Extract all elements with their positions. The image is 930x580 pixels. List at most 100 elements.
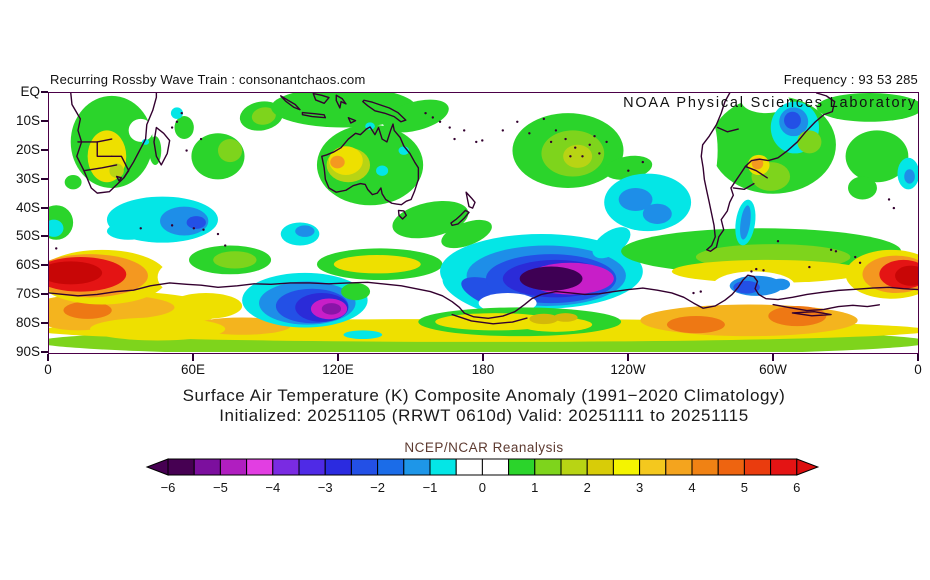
- lon-tick: [772, 354, 774, 361]
- coast-new_guinea: [362, 99, 407, 123]
- coast-nz_south: [450, 209, 470, 227]
- colorbar-cell: [612, 458, 641, 476]
- lon-tick: [47, 354, 49, 361]
- colorbar-cell: [717, 458, 745, 476]
- map-plot-area: [48, 92, 919, 354]
- lon-tick: [627, 354, 629, 361]
- colorbar-tick-5: 5: [741, 480, 748, 495]
- lat-label-20S: 20S: [15, 141, 40, 157]
- colorbar-tick--2: −2: [370, 480, 385, 495]
- colorbar-tick-4: 4: [688, 480, 695, 495]
- coast-africa_border2: [96, 141, 113, 158]
- lon-label-0-6: 0: [914, 362, 922, 377]
- lat-tick: [41, 177, 48, 180]
- lon-label-60W-5: 60W: [759, 362, 787, 377]
- coast-antarctica: [49, 274, 918, 320]
- lat-label-80S: 80S: [15, 315, 40, 331]
- colorbar-cell: [219, 458, 248, 476]
- lat-label-90S: 90S: [15, 344, 40, 359]
- coast-borneo: [312, 93, 330, 105]
- coast-weddell_inner: [772, 303, 881, 312]
- colorbar-tick--6: −6: [161, 480, 176, 495]
- lat-label-50S: 50S: [15, 228, 40, 244]
- colorbar-cell: [298, 458, 326, 476]
- reanalysis-label: NCEP/NCAR Reanalysis: [404, 440, 564, 455]
- coast-tasmania: [397, 209, 407, 220]
- lat-tick: [41, 148, 48, 151]
- coast-sa_border3: [716, 126, 739, 133]
- colorbar-tick-1: 1: [531, 480, 538, 495]
- colorbar-tick-2: 2: [584, 480, 591, 495]
- coast-sulawesi: [335, 94, 347, 109]
- colorbar-left-arrow: [145, 458, 169, 476]
- lat-tick: [41, 206, 48, 209]
- colorbar-tick--4: −4: [265, 480, 280, 495]
- colorbar-cell: [455, 458, 483, 476]
- coast-weddell_loop: [791, 311, 832, 317]
- lat-tick: [41, 119, 48, 122]
- coast-java: [301, 111, 327, 119]
- coast-australia: [321, 123, 420, 206]
- lat-label-30S: 30S: [15, 170, 40, 186]
- lon-tick: [337, 354, 339, 361]
- coast-africa: [70, 93, 158, 194]
- coast-sumatra: [280, 95, 301, 111]
- colorbar-cell: [377, 458, 405, 476]
- anomaly-map: [49, 93, 918, 352]
- colorbar-cell: [481, 458, 510, 476]
- lon-label-120E-2: 120E: [322, 362, 354, 377]
- lat-label-70S: 70S: [15, 286, 40, 302]
- lon-label-60E-1: 60E: [180, 362, 206, 377]
- colorbar-tick--3: −3: [318, 480, 333, 495]
- colorbar-cell: [560, 458, 588, 476]
- colorbar-cell: [403, 458, 431, 476]
- coast-africa_border4: [111, 155, 130, 179]
- colorbar-cell: [429, 458, 457, 476]
- colorbar-cell: [193, 458, 221, 476]
- coast-sa_border1: [744, 165, 768, 179]
- lat-label-60S: 60S: [15, 257, 40, 273]
- coast-madagascar: [153, 126, 171, 166]
- coastlines: [49, 93, 918, 325]
- colorbar-cell: [246, 458, 274, 476]
- lat-tick: [41, 235, 48, 238]
- coast-ross_inner: [451, 313, 528, 325]
- coast-timor: [347, 117, 357, 124]
- colorbar-cell: [639, 458, 667, 476]
- colorbar: −6 −5 −4 −3 −2 −1 0 1 2 3 4 5 6: [145, 458, 820, 495]
- anomaly-fill-layer: [49, 93, 918, 352]
- colorbar-cell: [350, 458, 379, 476]
- colorbar-cell: [691, 458, 719, 476]
- colorbar-cell: [272, 458, 300, 476]
- coast-sa_border2: [732, 182, 755, 191]
- coast-africa_border3: [83, 164, 118, 172]
- colorbar-tick-3: 3: [636, 480, 643, 495]
- noaa-psl-credit: NOAA Physical Sciences Laboratory: [623, 95, 917, 111]
- coast-nz_north: [465, 191, 476, 209]
- colorbar-cell: [167, 458, 195, 476]
- plot-subtitle: Initialized: 20251105 (RRWT 0610d) Valid…: [219, 406, 749, 425]
- lon-tick: [482, 354, 484, 361]
- colorbar-cell: [586, 458, 614, 476]
- lat-tick: [41, 293, 48, 296]
- lat-label-10S: 10S: [15, 112, 40, 128]
- lat-tick: [41, 322, 48, 325]
- lon-label-0-0: 0: [44, 362, 52, 377]
- colorbar-right-arrow: [796, 458, 820, 476]
- colorbar-tick--5: −5: [213, 480, 228, 495]
- coast-south_america: [700, 93, 836, 252]
- colorbar-cell: [534, 458, 562, 476]
- colorbar-cell: [743, 458, 772, 476]
- lon-label-120W-4: 120W: [610, 362, 646, 377]
- lat-label-40S: 40S: [15, 199, 40, 215]
- colorbar-tick-0: 0: [479, 480, 486, 495]
- lat-tick: [41, 91, 48, 93]
- annotation-source-line: Recurring Rossby Wave Train : consonantc…: [50, 72, 366, 87]
- lat-tick: [41, 264, 48, 267]
- annotation-frequency: Frequency : 93 53 285: [783, 72, 918, 87]
- lon-label-180-3: 180: [471, 362, 495, 377]
- colorbar-tick--1: −1: [423, 480, 438, 495]
- lon-tick: [192, 354, 194, 361]
- colorbar-cell: [508, 458, 536, 476]
- coast-lesotho: [115, 175, 123, 182]
